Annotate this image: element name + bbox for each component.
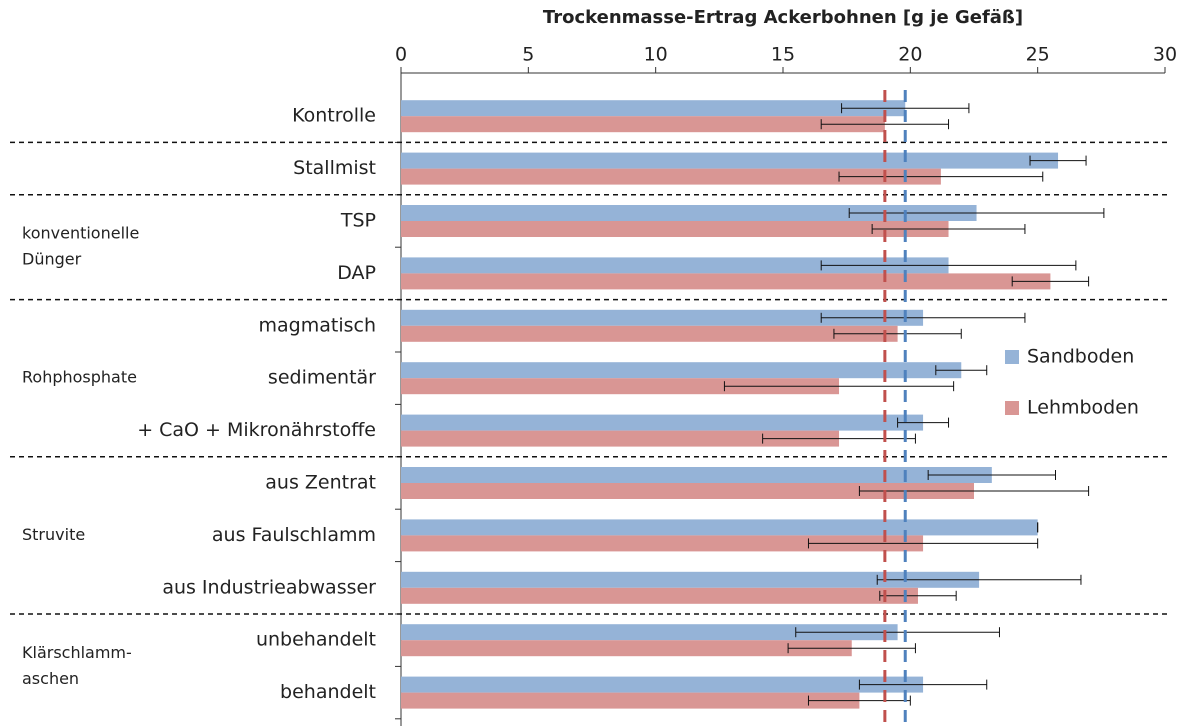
group-label: Rohphosphate: [22, 368, 137, 387]
error-bar: [858, 486, 1090, 496]
error-bar: [858, 679, 988, 690]
bar: [401, 205, 977, 221]
category-label: DAP: [337, 262, 376, 284]
error-bar: [1029, 155, 1087, 166]
category-label: aus Industrieabwasser: [162, 576, 376, 598]
bar: [401, 692, 860, 709]
bar: [401, 309, 924, 326]
bar: [401, 325, 898, 342]
category-label: magmatisch: [259, 314, 376, 336]
category-label: aus Faulschlamm: [212, 524, 376, 546]
bar: [401, 519, 1038, 536]
x-tick-label: 0: [395, 44, 407, 66]
error-bar: [807, 695, 911, 706]
bar: [401, 624, 898, 641]
bar: [401, 467, 992, 483]
legend-label: Lehmboden: [1027, 397, 1139, 419]
bar: [401, 257, 949, 274]
group-label: Dünger: [22, 250, 82, 269]
chart-title: Trockenmasse-Ertrag Ackerbohnen [g je Ge…: [543, 7, 1023, 28]
bar: [401, 483, 974, 499]
legend-label: Sandboden: [1027, 346, 1134, 368]
error-bar: [833, 328, 962, 339]
error-bar: [820, 119, 950, 130]
error-bar: [838, 171, 1044, 182]
error-bar: [820, 312, 1026, 323]
group-label: Struvite: [22, 525, 85, 544]
error-bar: [807, 538, 1039, 549]
x-tick-label: 20: [898, 44, 922, 66]
error-bar: [927, 470, 1056, 480]
error-bar: [848, 208, 1105, 218]
group-label: konventionelle: [22, 224, 139, 243]
bar: [401, 676, 924, 693]
error-bar: [723, 381, 955, 392]
error-bar: [841, 103, 970, 114]
x-tick-label: 5: [522, 44, 534, 66]
error-bar: [871, 224, 1026, 234]
error-bar: [1011, 276, 1090, 287]
bar: [401, 221, 949, 237]
bar: [401, 640, 852, 657]
x-tick-label: 10: [644, 44, 668, 66]
category-label: + CaO + Mikronährstoffe: [137, 419, 376, 441]
error-bar: [876, 574, 1082, 585]
bar: [401, 430, 840, 447]
bar: [401, 414, 924, 431]
x-tick-label: 30: [1153, 44, 1177, 66]
legend-swatch: [1005, 401, 1019, 415]
category-label: unbehandelt: [256, 629, 376, 651]
category-label: sedimentär: [268, 367, 376, 389]
error-bar: [795, 627, 1000, 638]
error-bar: [935, 365, 988, 376]
error-bar: [762, 433, 916, 444]
category-label: Stallmist: [293, 157, 376, 179]
x-tick-label: 15: [771, 44, 795, 66]
bar: [401, 535, 924, 552]
category-label: Kontrolle: [292, 105, 376, 127]
bar: [401, 116, 885, 133]
category-label: behandelt: [280, 681, 376, 703]
bar: [401, 362, 962, 379]
error-bar: [787, 643, 916, 654]
bar: [401, 152, 1059, 169]
bar: [401, 168, 941, 185]
bar: [401, 587, 918, 604]
error-bar: [897, 417, 950, 428]
bar: [401, 273, 1051, 290]
group-label: Klärschlamm-: [22, 643, 132, 662]
x-tick-label: 25: [1026, 44, 1050, 66]
bar: [401, 378, 840, 395]
category-label: TSP: [340, 210, 376, 232]
legend-swatch: [1005, 350, 1019, 364]
category-label: aus Zentrat: [265, 472, 376, 494]
bar: [401, 100, 906, 117]
group-label: aschen: [22, 669, 79, 688]
bar: [401, 571, 980, 588]
error-bar: [820, 260, 1077, 271]
error-bar: [879, 590, 957, 601]
